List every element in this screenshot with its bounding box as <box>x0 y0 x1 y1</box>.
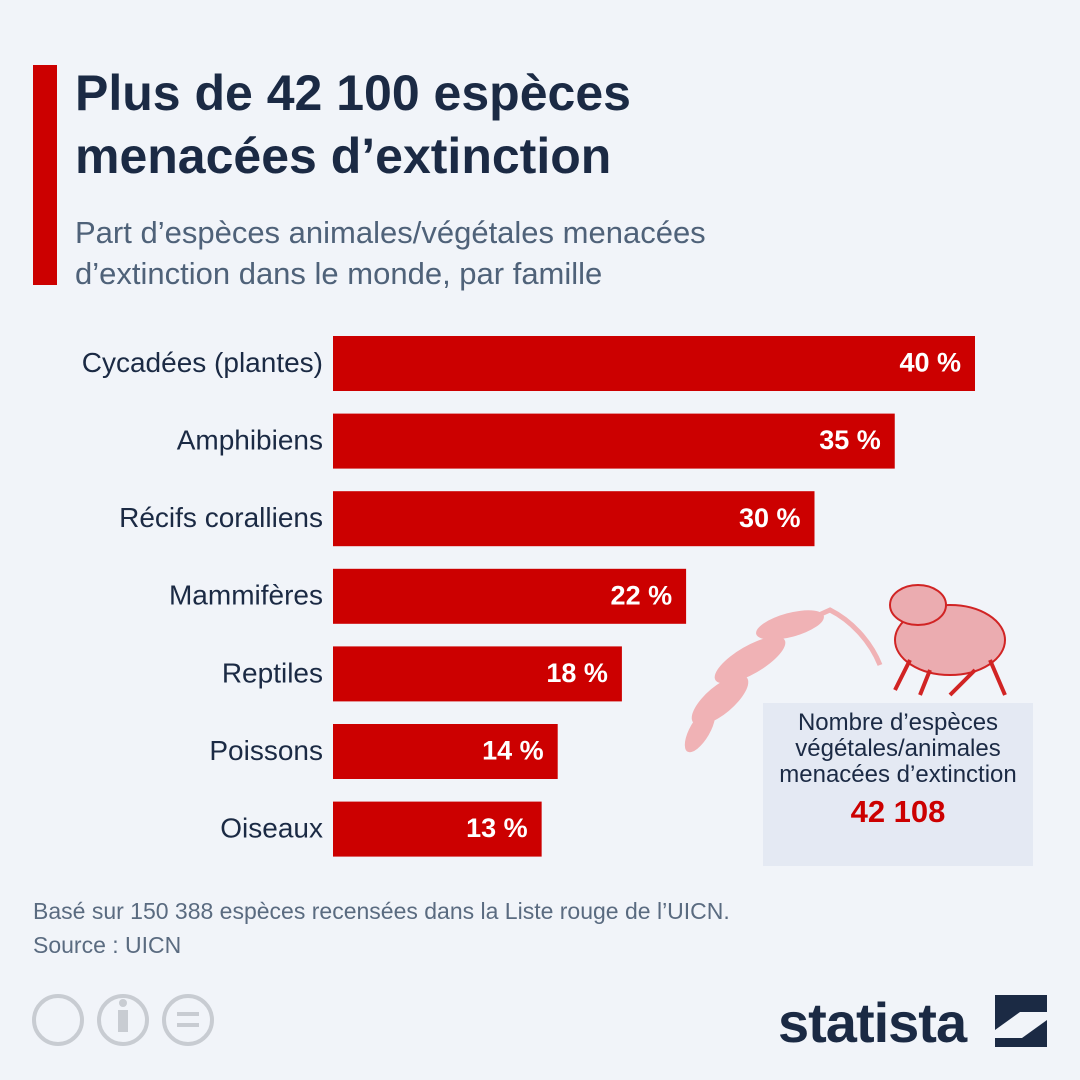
category-label: Mammifères <box>169 580 323 611</box>
value-label: 22 % <box>611 580 673 610</box>
chart-subtitle: Part d’espèces animales/végétales menacé… <box>75 215 706 291</box>
category-label: Récifs coralliens <box>119 502 323 533</box>
category-label: Oiseaux <box>220 812 323 843</box>
annotation: Nombre d’espèces végétales/animales mena… <box>763 710 1033 830</box>
illustration <box>684 584 1007 753</box>
annotation-value: 42 108 <box>850 794 946 829</box>
value-label: 14 % <box>482 736 544 766</box>
bar <box>333 646 622 702</box>
bar <box>333 491 815 547</box>
value-label: 35 % <box>819 425 881 455</box>
category-label: Cycadées (plantes) <box>82 347 323 378</box>
footnote: Basé sur 150 388 espèces recensées dans … <box>33 898 730 924</box>
annotation-text: Nombre d’espèces végétales/animales mena… <box>779 709 1017 788</box>
bar <box>333 413 895 469</box>
category-label: Amphibiens <box>177 424 323 455</box>
brand-icon <box>995 995 1047 1047</box>
bar <box>333 336 975 391</box>
bar <box>333 568 687 624</box>
annotation-box <box>763 703 1033 866</box>
category-label: Poissons <box>209 735 323 766</box>
value-label: 13 % <box>466 813 528 843</box>
category-label: Reptiles <box>222 657 323 688</box>
source: Source : UICN <box>33 932 182 958</box>
value-label: 40 % <box>899 348 961 378</box>
license-icons <box>32 994 214 1046</box>
value-label: 18 % <box>546 658 608 688</box>
brand-logo: statista <box>778 991 967 1054</box>
bar <box>333 724 558 779</box>
value-label: 30 % <box>739 503 801 533</box>
bar <box>333 801 542 857</box>
title-accent <box>33 65 57 285</box>
chart-title: Plus de 42 100 espèces menacées d’extinc… <box>75 65 631 184</box>
